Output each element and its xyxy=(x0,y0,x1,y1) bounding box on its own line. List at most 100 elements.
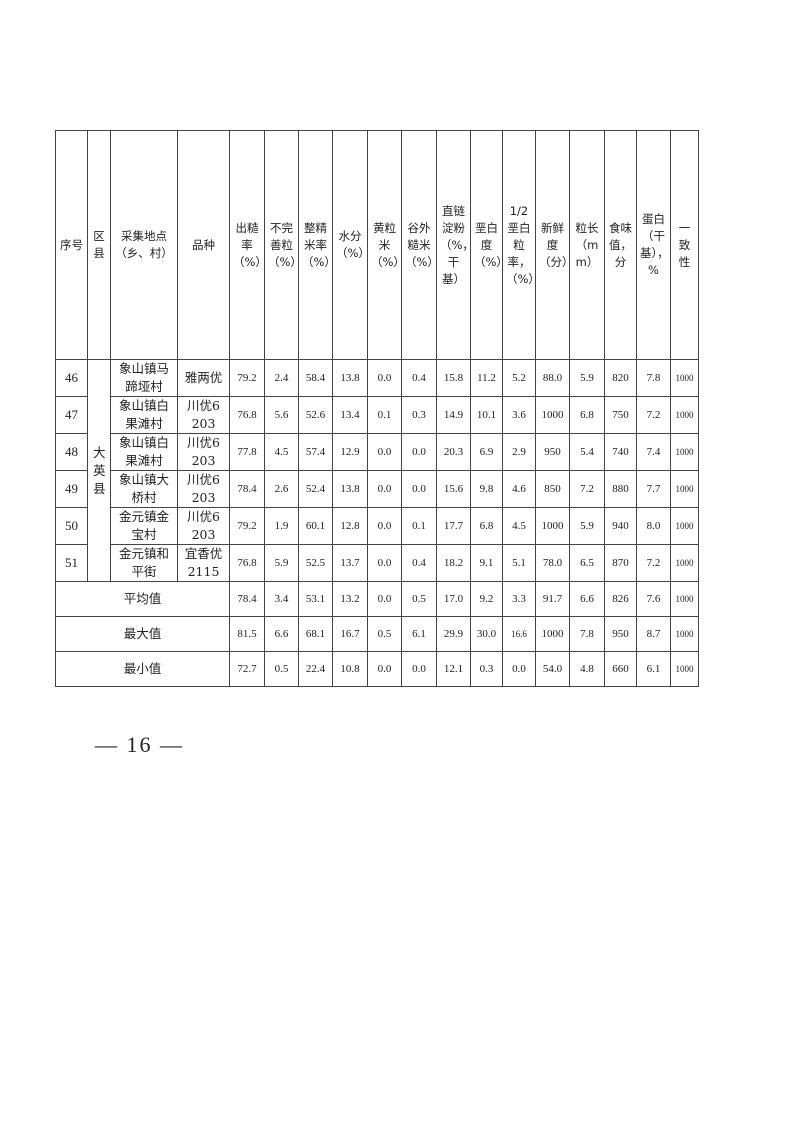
table-cell: 8.7 xyxy=(636,616,671,652)
table-cell: 22.4 xyxy=(298,651,333,687)
table-row: 51 金元镇和平街 宜香优2115 76.8 5.9 52.5 13.7 0.0 0.4 18.2… xyxy=(55,544,699,582)
table-cell: 81.5 xyxy=(229,616,265,652)
table-cell: 13.2 xyxy=(332,581,368,617)
table-cell: 12.1 xyxy=(436,651,471,687)
table-cell: 4.8 xyxy=(569,651,605,687)
table-cell: 6.5 xyxy=(569,544,605,582)
column-header: 1/2垩白粒率，（%） xyxy=(502,130,540,360)
table-row: 46 大英县 象山镇马蹄垭村 雅两优 79.2 2.4 58.4 13.8 0.0 0.4 15.8… xyxy=(55,359,699,582)
row-number: 50 xyxy=(55,507,88,545)
table-cell: 7.8 xyxy=(636,359,671,397)
table-cell: 0.4 xyxy=(401,544,437,582)
table-cell: 52.5 xyxy=(298,544,333,582)
variety-cell: 川优6203 xyxy=(177,433,230,471)
variety-cell: 宜香优2115 xyxy=(177,544,230,582)
row-number: 51 xyxy=(55,544,88,582)
table-cell: 2.6 xyxy=(264,470,299,508)
variety-cell: 川优6203 xyxy=(177,470,230,508)
column-header: 直链淀粉（%，干基） xyxy=(436,130,474,360)
table-cell: 16.6 xyxy=(502,616,536,652)
summary-row: 最小值 72.7 0.5 22.4 10.8 0.0 0.0 12.1 0.3 0.0 54.0 4.… xyxy=(55,651,699,687)
column-header: 食味值，分 xyxy=(604,130,637,360)
table-cell: 6.6 xyxy=(264,616,299,652)
header-row: 序号 区县 采集地点（乡、村） 品种 出糙率（%） 不完善粒（%） 整精米率（%） 水分（%）… xyxy=(55,130,699,360)
table-cell: 0.0 xyxy=(367,470,402,508)
table-row: 47 象山镇白果滩村 川优6203 76.8 5.6 52.6 13.4 0.1 0.3 14.9… xyxy=(55,396,699,434)
table-cell: 4.5 xyxy=(264,433,299,471)
table-cell: 0.3 xyxy=(470,651,503,687)
table-cell: 6.8 xyxy=(470,507,503,545)
table-cell: 0.0 xyxy=(502,651,536,687)
table-cell: 826 xyxy=(604,581,637,617)
table-cell: 1000 xyxy=(670,581,699,617)
table-cell: 6.9 xyxy=(470,433,503,471)
table-cell: 1.9 xyxy=(264,507,299,545)
table-cell: 6.1 xyxy=(636,651,671,687)
place-cell: 金元镇金宝村 xyxy=(110,507,178,545)
table-cell: 820 xyxy=(604,359,637,397)
column-header: 垩白度（%） xyxy=(470,130,508,360)
table-row: 49 象山镇大桥村 川优6203 78.4 2.6 52.4 13.8 0.0 0.0 15.6 9… xyxy=(55,470,699,508)
column-header: 蛋白（干基），% xyxy=(636,130,671,360)
table-cell: 7.2 xyxy=(636,396,671,434)
column-header: 序号 xyxy=(55,130,88,360)
summary-label: 平均值 xyxy=(55,581,230,617)
column-header: 水分（%） xyxy=(332,130,370,360)
table-cell: 1000 xyxy=(670,470,699,508)
table-cell: 0.0 xyxy=(367,544,402,582)
table-cell: 30.0 xyxy=(470,616,503,652)
table-cell: 870 xyxy=(604,544,637,582)
table-cell: 68.1 xyxy=(298,616,333,652)
row-number: 49 xyxy=(55,470,88,508)
table-cell: 1000 xyxy=(535,396,570,434)
table-cell: 0.0 xyxy=(367,359,402,397)
table-cell: 950 xyxy=(604,616,637,652)
table-cell: 1000 xyxy=(670,651,699,687)
table-cell: 15.6 xyxy=(436,470,471,508)
table-cell: 0.5 xyxy=(401,581,437,617)
table-cell: 1000 xyxy=(670,433,699,471)
table-cell: 54.0 xyxy=(535,651,570,687)
column-header: 一致性 xyxy=(670,130,699,360)
table-cell: 60.1 xyxy=(298,507,333,545)
table-cell: 78.4 xyxy=(229,581,265,617)
place-cell: 金元镇和平街 xyxy=(110,544,178,582)
table-cell: 0.0 xyxy=(367,651,402,687)
table-cell: 5.6 xyxy=(264,396,299,434)
table-cell: 13.7 xyxy=(332,544,368,582)
column-header: 不完善粒（%） xyxy=(264,130,302,360)
table-cell: 10.8 xyxy=(332,651,368,687)
table-cell: 7.2 xyxy=(569,470,605,508)
place-cell: 象山镇白果滩村 xyxy=(110,396,178,434)
table-cell: 4.5 xyxy=(502,507,536,545)
variety-cell: 雅两优 xyxy=(177,359,230,397)
table-cell: 750 xyxy=(604,396,637,434)
place-cell: 象山镇大桥村 xyxy=(110,470,178,508)
table-cell: 9.1 xyxy=(470,544,503,582)
column-header: 新鲜度（分） xyxy=(535,130,574,360)
table-cell: 5.1 xyxy=(502,544,536,582)
table-cell: 5.2 xyxy=(502,359,536,397)
table-cell: 6.1 xyxy=(401,616,437,652)
table-cell: 0.1 xyxy=(367,396,402,434)
table-cell: 2.9 xyxy=(502,433,536,471)
table-cell: 7.8 xyxy=(569,616,605,652)
table-cell: 8.0 xyxy=(636,507,671,545)
table-cell: 52.4 xyxy=(298,470,333,508)
table-cell: 7.2 xyxy=(636,544,671,582)
table-cell: 11.2 xyxy=(470,359,503,397)
table-cell: 1000 xyxy=(670,507,699,545)
table-cell: 7.7 xyxy=(636,470,671,508)
table-cell: 7.6 xyxy=(636,581,671,617)
table-cell: 0.1 xyxy=(401,507,437,545)
table-cell: 940 xyxy=(604,507,637,545)
table-cell: 6.8 xyxy=(569,396,605,434)
table-cell: 13.4 xyxy=(332,396,368,434)
variety-cell: 川优6203 xyxy=(177,396,230,434)
place-cell: 象山镇马蹄垭村 xyxy=(110,359,178,397)
variety-cell: 川优6203 xyxy=(177,507,230,545)
table-cell: 16.7 xyxy=(332,616,368,652)
column-header: 出糙率（%） xyxy=(229,130,267,360)
summary-row: 最大值 81.5 6.6 68.1 16.7 0.5 6.1 29.9 30.0 16.6 1000… xyxy=(55,616,699,652)
table-cell: 3.4 xyxy=(264,581,299,617)
